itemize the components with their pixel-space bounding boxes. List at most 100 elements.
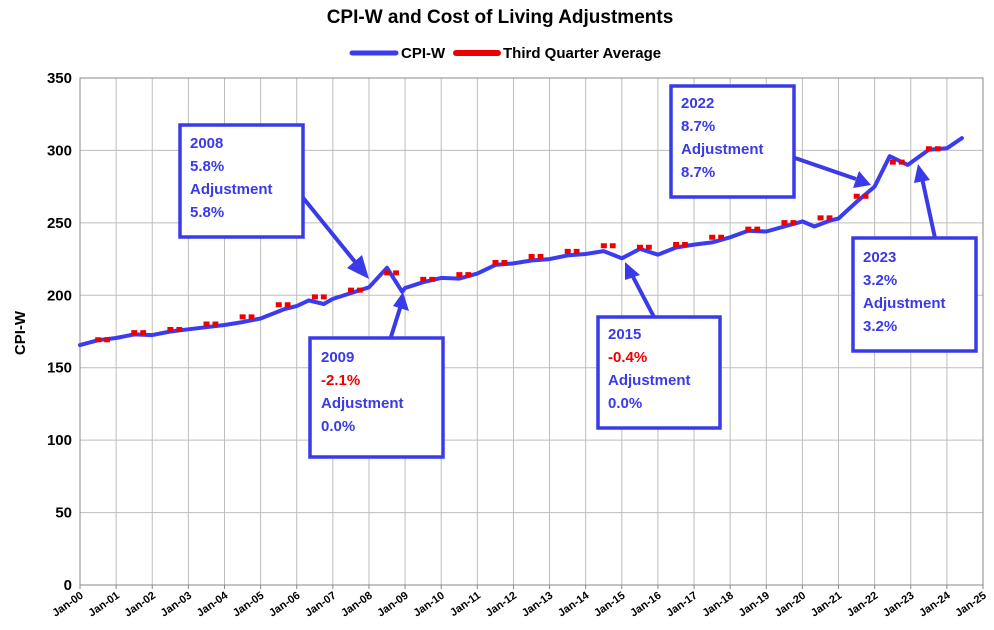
x-tick-label: Jan-13	[520, 590, 555, 620]
x-tick-label: Jan-04	[195, 589, 231, 619]
svg-text:Adjustment: Adjustment	[863, 295, 946, 312]
x-tick-label: Jan-09	[375, 590, 410, 620]
y-axis-label: CPI-W	[12, 310, 29, 355]
annotation-year-2023: 2023	[863, 249, 896, 266]
x-tick-label: Jan-20	[773, 590, 808, 620]
chart-title: CPI-W and Cost of Living Adjustments	[327, 7, 674, 28]
x-tick-label: Jan-25	[953, 590, 988, 620]
annotation-label-2015: Adjustment	[608, 372, 691, 389]
x-tick-label: Jan-00	[50, 590, 85, 620]
x-tick-label: Jan-12	[484, 590, 519, 620]
annotation-cpi-2009: -2.1%	[321, 372, 360, 389]
x-tick-label: Jan-10	[411, 590, 446, 620]
svg-text:5.8%: 5.8%	[190, 158, 224, 175]
annotation-adj-2022: 8.7%	[681, 164, 715, 181]
annotation-box-2023	[851, 236, 978, 353]
annotation-year-2015: 2015	[608, 326, 641, 343]
series	[78, 136, 964, 348]
svg-text:-0.4%: -0.4%	[608, 349, 647, 366]
annotation-arrowhead-2009	[393, 292, 409, 311]
svg-text:Adjustment: Adjustment	[608, 372, 691, 389]
annotation-label-2022: Adjustment	[681, 141, 764, 158]
x-tick-label: Jan-02	[123, 590, 158, 620]
annotation-adj-2009: 0.0%	[321, 418, 355, 435]
x-tick-label: Jan-06	[267, 590, 302, 620]
annotation-box-2015	[596, 315, 722, 430]
annotation-2008: 2008 5.8% Adjustment 5.8%	[178, 123, 369, 279]
annotation-adj-2015: 0.0%	[608, 395, 642, 412]
x-tick-label: Jan-21	[809, 590, 844, 620]
annotation-box-2022	[669, 84, 796, 199]
x-tick-label: Jan-03	[159, 590, 194, 620]
annotation-2015: 2015 -0.4% Adjustment 0.0%	[596, 262, 722, 430]
legend: CPI-W Third Quarter Average	[349, 45, 661, 62]
x-tick-label: Jan-19	[737, 590, 772, 620]
y-tick-label: 300	[47, 142, 72, 159]
annotation-cpi-2022: 8.7%	[681, 118, 715, 135]
svg-text:Adjustment: Adjustment	[321, 395, 404, 412]
svg-text:3.2%: 3.2%	[863, 318, 897, 335]
annotation-arrow-2023	[920, 177, 937, 239]
y-tick-labels: 0 50 100 150 200 250 300 350	[47, 70, 72, 594]
svg-text:3.2%: 3.2%	[863, 272, 897, 289]
x-tick-label: Jan-17	[664, 590, 699, 620]
svg-text:8.7%: 8.7%	[681, 164, 715, 181]
annotation-2009: 2009 -2.1% Adjustment 0.0%	[308, 292, 445, 459]
svg-text:2009: 2009	[321, 349, 354, 366]
annotation-year-2022: 2022	[681, 95, 714, 112]
svg-text:8.7%: 8.7%	[681, 118, 715, 135]
annotation-box-2008	[178, 123, 305, 239]
x-tick-label: Jan-01	[86, 590, 121, 620]
x-tick-labels: Jan-00 Jan-01 Jan-02 Jan-03 Jan-04 Jan-05 Jan-…	[50, 585, 989, 620]
annotation-arrow-2015	[629, 272, 656, 318]
x-tick-label: Jan-11	[448, 590, 483, 619]
annotation-arrow-2022	[794, 156, 857, 181]
svg-text:Adjustment: Adjustment	[681, 141, 764, 158]
annotation-arrowhead-2022	[853, 171, 871, 188]
legend-label-cpi-w: CPI-W	[401, 45, 446, 62]
annotation-label-2023: Adjustment	[863, 295, 946, 312]
svg-text:0.0%: 0.0%	[608, 395, 642, 412]
annotation-arrowhead-2008	[347, 255, 369, 279]
annotation-2022: 2022 8.7% Adjustment 8.7%	[669, 84, 871, 199]
x-tick-label: Jan-24	[917, 589, 953, 619]
x-tick-label: Jan-18	[700, 590, 735, 620]
x-tick-label: Jan-14	[556, 589, 592, 619]
legend-label-third-quarter-average: Third Quarter Average	[503, 45, 661, 62]
series-line-cpi-w	[78, 136, 964, 348]
x-tick-label: Jan-23	[881, 590, 916, 620]
annotation-arrowhead-2015	[625, 262, 640, 280]
x-tick-label: Jan-15	[592, 590, 627, 620]
annotation-arrow-2009	[388, 304, 403, 341]
third-quarter-average-marks	[95, 146, 941, 343]
x-tick-label: Jan-05	[231, 590, 266, 620]
svg-text:0.0%: 0.0%	[321, 418, 355, 435]
x-tick-label: Jan-22	[845, 590, 880, 620]
svg-text:5.8%: 5.8%	[190, 204, 224, 221]
annotations: 2008 5.8% Adjustment 5.8% 2009 -2.1% Adj…	[178, 84, 978, 459]
y-tick-label: 150	[47, 360, 72, 377]
svg-text:2023: 2023	[863, 249, 896, 266]
annotation-arrowhead-2023	[914, 164, 930, 183]
y-tick-label: 100	[47, 432, 72, 449]
svg-text:2008: 2008	[190, 135, 223, 152]
svg-text:2015: 2015	[608, 326, 641, 343]
svg-text:2022: 2022	[681, 95, 714, 112]
annotation-year-2008: 2008	[190, 135, 223, 152]
annotation-arrow-2008	[298, 192, 362, 270]
annotation-label-2009: Adjustment	[321, 395, 404, 412]
annotation-cpi-2015: -0.4%	[608, 349, 647, 366]
annotation-2023: 2023 3.2% Adjustment 3.2%	[851, 164, 978, 353]
annotation-year-2009: 2009	[321, 349, 354, 366]
svg-text:Adjustment: Adjustment	[190, 181, 273, 198]
x-tick-label: Jan-07	[303, 590, 338, 620]
plot-area	[79, 77, 984, 586]
annotation-adj-2008: 5.8%	[190, 204, 224, 221]
svg-text:-2.1%: -2.1%	[321, 372, 360, 389]
annotation-label-2008: Adjustment	[190, 181, 273, 198]
y-tick-label: 50	[55, 505, 72, 522]
annotation-cpi-2023: 3.2%	[863, 272, 897, 289]
annotation-box-2009	[308, 336, 445, 459]
y-tick-label: 0	[64, 577, 72, 594]
